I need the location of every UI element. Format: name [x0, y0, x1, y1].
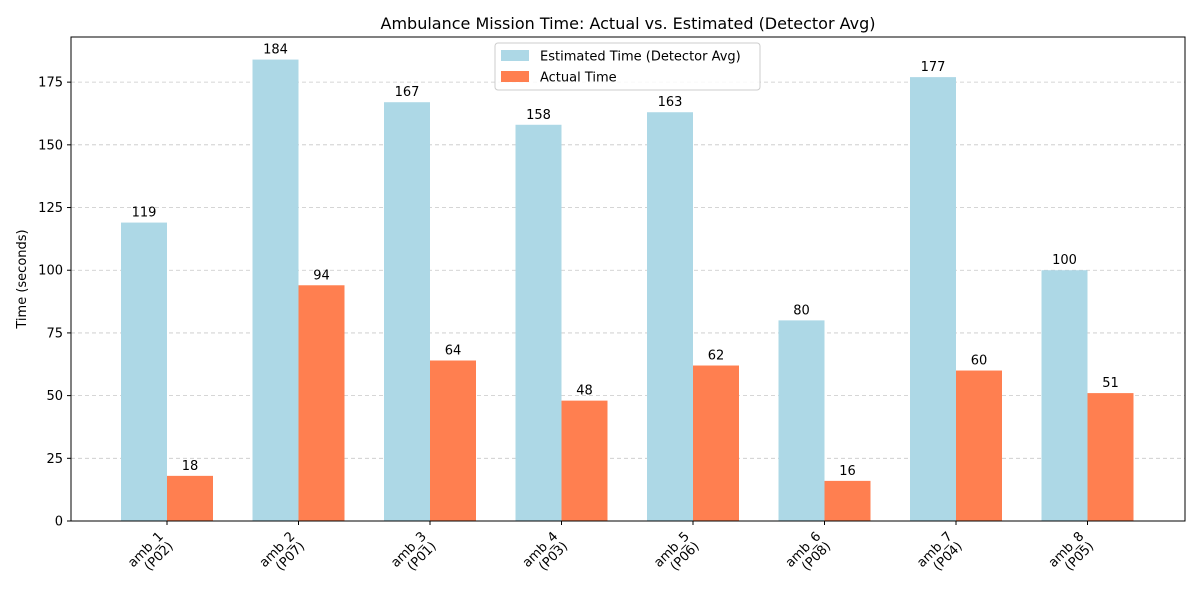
chart-title: Ambulance Mission Time: Actual vs. Estim… [381, 14, 876, 33]
legend-swatch [501, 50, 529, 61]
axes [70, 36, 1186, 522]
bar-actual [298, 285, 345, 521]
y-tick-label: 25 [46, 452, 63, 467]
bar-actual [956, 370, 1002, 521]
data-label: 119 [132, 206, 157, 221]
x-tick-label: amb_1(P02) [125, 529, 176, 580]
plot-frame [70, 36, 1186, 522]
bar-estimated [252, 59, 299, 521]
data-label: 64 [445, 344, 462, 359]
bar-estimated [778, 320, 825, 521]
bar-estimated [1041, 270, 1088, 521]
data-label: 62 [708, 349, 725, 364]
bars [121, 59, 1134, 522]
x-ticks: amb_1(P02) amb_2(P07) amb_3(P01) amb_4(P03)… [125, 521, 1097, 580]
y-axis-label: Time (seconds) [15, 229, 30, 329]
legend: Estimated Time (Detector Avg) Actual Time [494, 42, 761, 91]
data-label: 177 [921, 60, 946, 75]
data-label: 80 [793, 303, 810, 318]
data-label: 16 [839, 464, 856, 479]
bar-actual [824, 480, 871, 521]
y-tick-label: 75 [46, 326, 63, 341]
legend-box [494, 42, 761, 91]
legend-swatch [501, 71, 529, 82]
x-tick-label: amb_2(P07) [257, 529, 308, 580]
data-label: 158 [526, 108, 551, 123]
x-tick-label: amb_7(P04) [914, 529, 965, 580]
bar-estimated [515, 124, 562, 521]
bar-actual [561, 400, 608, 521]
bar-estimated [647, 112, 693, 522]
bar-estimated [910, 77, 956, 521]
bar-actual [167, 475, 213, 521]
data-label: 60 [971, 354, 988, 369]
y-ticks: 0 25 50 75 100 125 150 175 [38, 76, 71, 530]
y-tick-label: 100 [38, 264, 63, 279]
legend-label: Actual Time [540, 71, 617, 86]
data-label: 94 [313, 268, 330, 283]
x-tick-label: amb_6(P08) [783, 529, 834, 580]
data-label: 18 [182, 459, 199, 474]
x-tick-label: amb_5(P06) [651, 529, 702, 580]
y-tick-label: 125 [38, 201, 63, 216]
data-label: 184 [263, 43, 288, 58]
legend-label: Estimated Time (Detector Avg) [540, 50, 741, 65]
y-tick-label: 0 [55, 515, 63, 530]
bar-actual [693, 365, 739, 521]
data-label: 51 [1102, 376, 1119, 391]
bar-estimated [384, 102, 430, 521]
data-label: 48 [576, 384, 593, 399]
bar-actual [430, 360, 476, 521]
y-tick-label: 50 [46, 389, 63, 404]
data-label: 167 [395, 85, 420, 100]
bar-actual [1087, 393, 1134, 521]
data-label: 163 [658, 95, 683, 110]
y-tick-label: 175 [38, 76, 63, 91]
y-tick-label: 150 [38, 138, 63, 153]
x-tick-label: amb_4(P03) [520, 529, 571, 580]
x-tick-label: amb_8(P05) [1046, 529, 1097, 580]
data-label: 100 [1052, 253, 1077, 268]
bar-estimated [121, 222, 167, 521]
value-labels: 119 18 184 94 167 64 158 48 163 62 80 16 177 60 100 51 [132, 43, 1119, 479]
x-tick-label: amb_3(P01) [388, 529, 439, 580]
gridlines [71, 81, 1185, 522]
